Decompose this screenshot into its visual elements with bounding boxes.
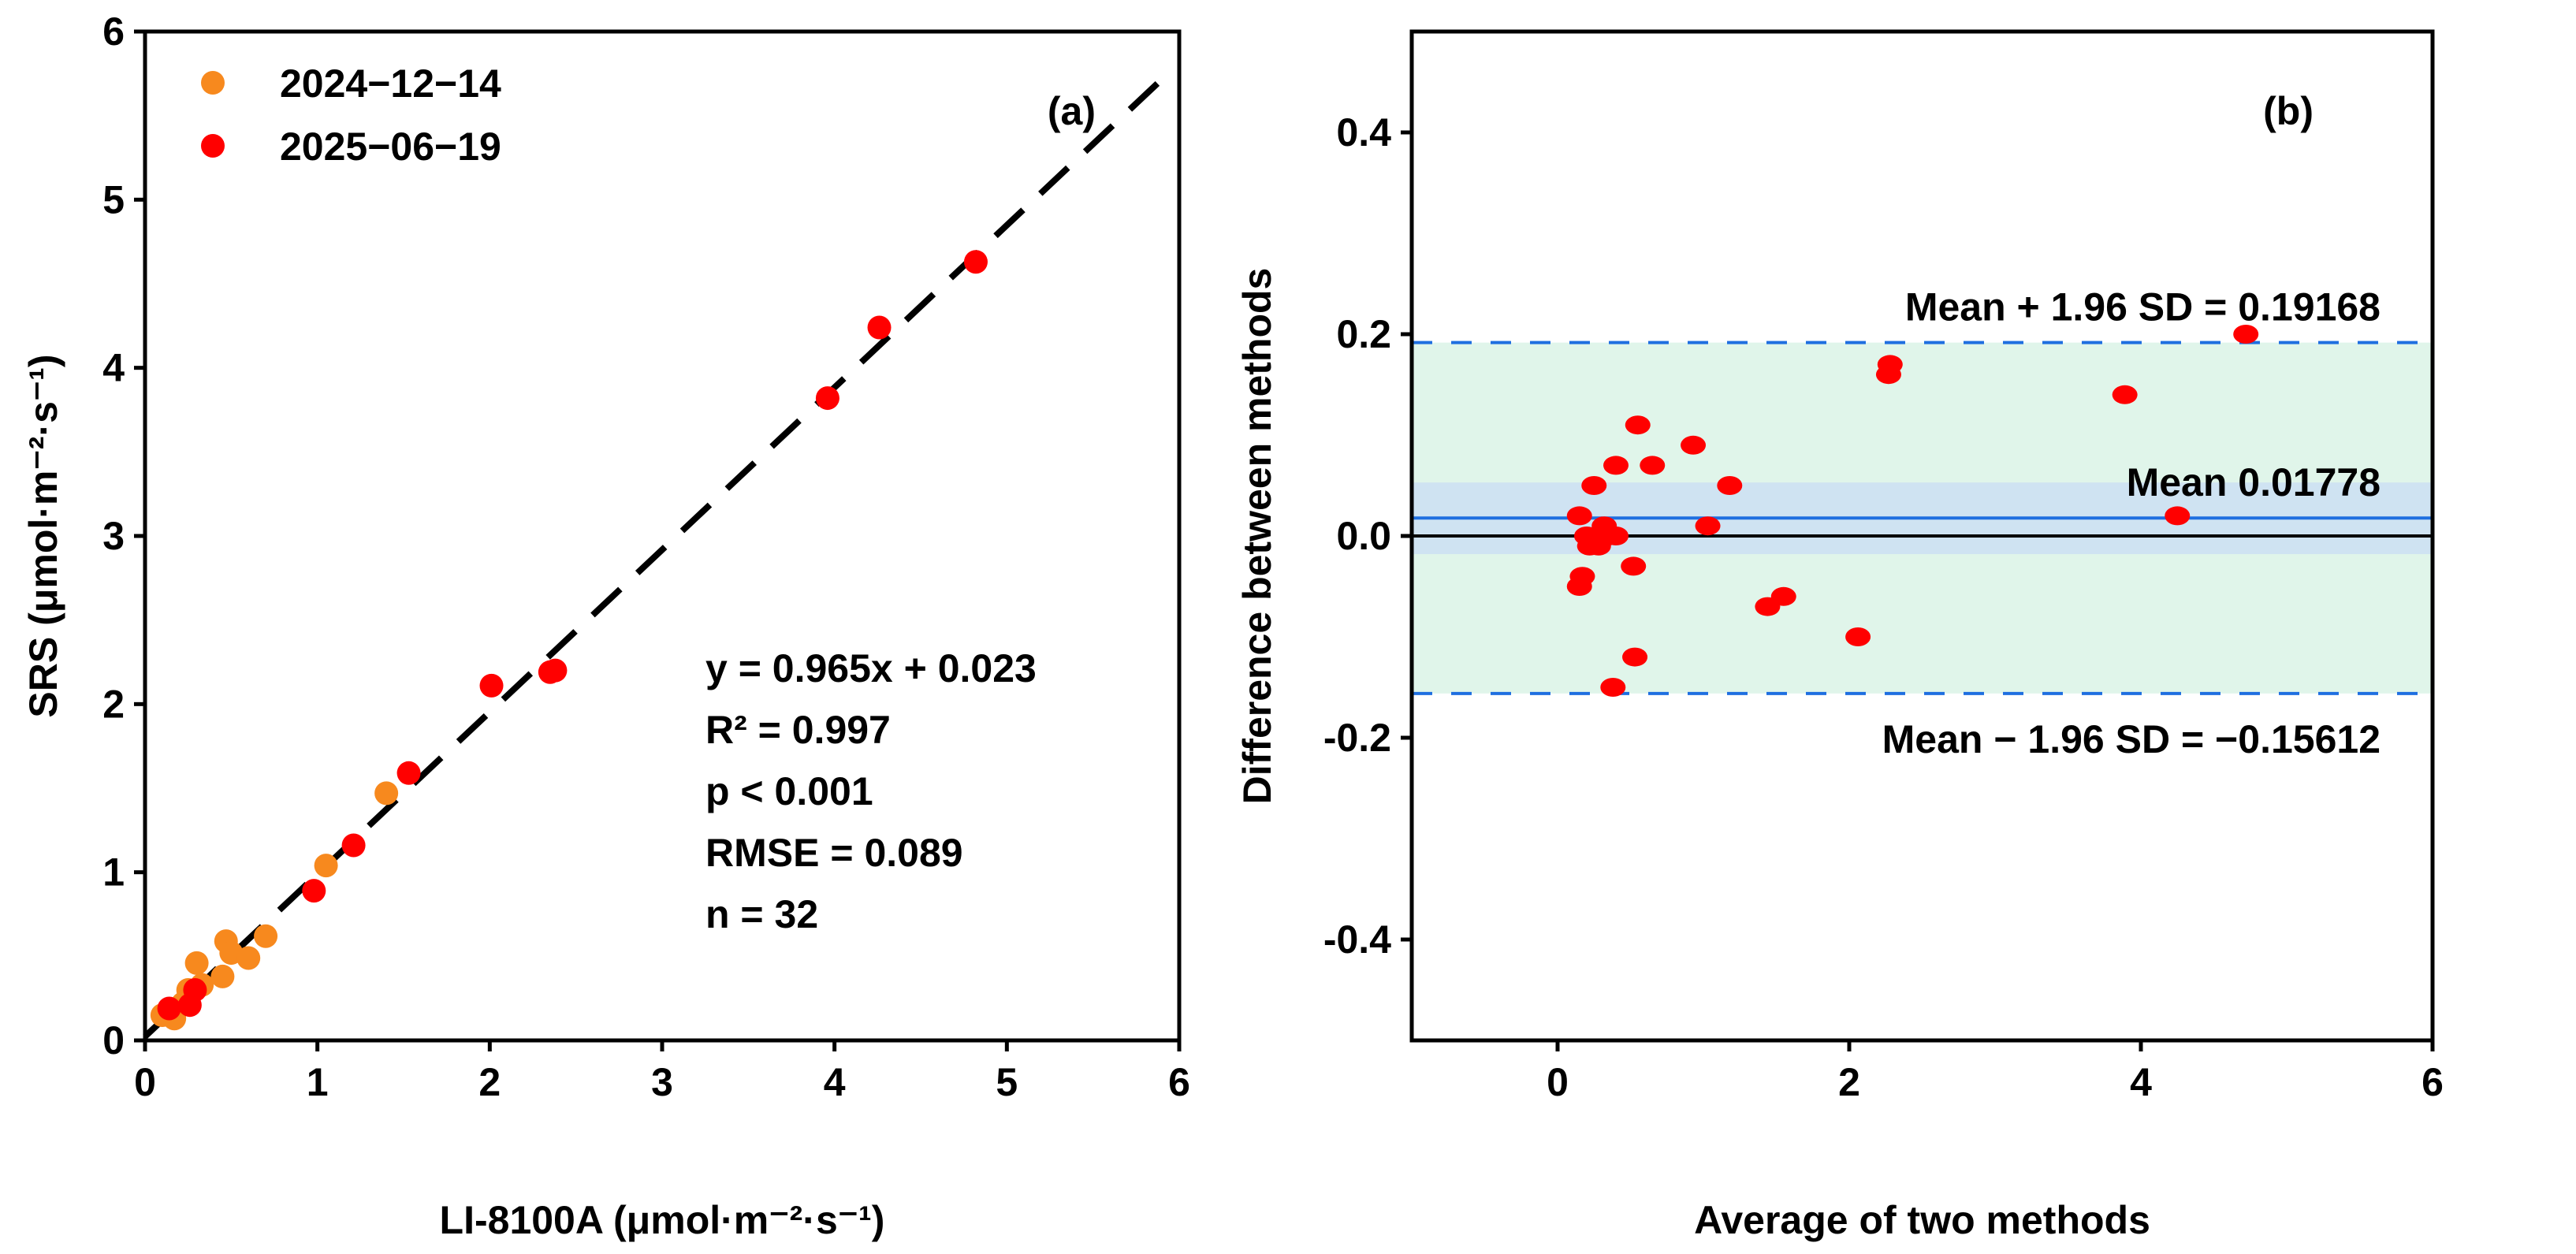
legend-label: 2025−06−19: [280, 125, 501, 169]
x-axis-label: LI-8100A (μmol·m⁻²·s⁻¹): [440, 1198, 885, 1242]
data-point-2024: [184, 951, 209, 975]
data-point: [1569, 567, 1595, 586]
panel-label: (a): [1048, 89, 1096, 133]
x-tick-label: 4: [824, 1060, 846, 1104]
data-point: [1603, 527, 1629, 545]
panel-a: 0 1 2 3 4 5 6 0 1 2 3 4 5 6 LI-8100A (μmol·m⁻²·s⁻¹) SRS…: [21, 9, 1190, 1242]
data-point-2024: [210, 964, 235, 988]
x-tick-label: 3: [651, 1060, 673, 1104]
y-tick-label: 0.0: [1336, 514, 1391, 558]
data-point: [1621, 556, 1647, 576]
data-point-2025: [396, 761, 421, 785]
data-point-2025: [341, 833, 366, 858]
x-tick-label: 2: [1838, 1060, 1860, 1104]
data-point: [1566, 506, 1592, 526]
y-axis-label: SRS (μmol·m⁻²·s⁻¹): [21, 354, 65, 717]
y-tick-label: 4: [102, 346, 125, 390]
mean-label: Mean 0.01778: [2127, 460, 2381, 504]
data-point-2025: [302, 879, 326, 903]
data-point: [1845, 627, 1871, 646]
data-point-2025: [815, 386, 839, 411]
x-tick-label: 1: [307, 1060, 329, 1104]
x-tick-label: 6: [1168, 1060, 1190, 1104]
y-tick-label: 1: [102, 850, 125, 895]
data-point-2025: [543, 658, 568, 683]
x-tick-label: 0: [1547, 1060, 1569, 1104]
y-tick-label: 2: [102, 682, 125, 726]
data-point: [1622, 647, 1648, 667]
data-point: [1600, 678, 1626, 697]
x-axis-label: Average of two methods: [1694, 1198, 2150, 1242]
y-axis-label: Difference between methods: [1235, 268, 1279, 805]
x-tick-label: 0: [134, 1060, 156, 1104]
upper-loa-label: Mean + 1.96 SD = 0.19168: [1905, 285, 2381, 329]
y-tick-label: 5: [102, 177, 125, 221]
data-point: [1681, 435, 1707, 455]
stat-annotation: R² = 0.997: [705, 708, 891, 752]
data-point-2025: [157, 996, 181, 1021]
y-tick-label: 0: [102, 1018, 125, 1062]
data-point-2024: [254, 924, 278, 948]
stat-annotation: p < 0.001: [705, 769, 873, 813]
y-tick-label: 6: [102, 9, 125, 54]
x-tick-label: 2: [478, 1060, 501, 1104]
data-point-2024: [236, 946, 261, 970]
data-point-2025: [183, 978, 207, 1002]
legend-marker: [201, 134, 225, 158]
x-tick-label: 4: [2130, 1060, 2152, 1104]
data-point: [2233, 325, 2259, 344]
data-point: [1695, 516, 1721, 536]
panel-label: (b): [2263, 89, 2314, 133]
data-point: [2112, 385, 2138, 404]
data-point-2025: [963, 250, 988, 274]
panel-b: 0 2 4 6 -0.4 -0.2 0.0 0.2 0.4 Average of two meth…: [1235, 29, 2444, 1242]
y-tick-label: -0.4: [1323, 917, 1391, 962]
y-tick-label: 0.2: [1336, 312, 1391, 356]
fit-line: [143, 75, 1167, 1040]
x-tick-label: 5: [996, 1060, 1018, 1104]
data-point: [1581, 476, 1607, 495]
data-point-2025: [479, 673, 504, 698]
data-point-2025: [867, 315, 892, 340]
data-point: [1640, 456, 1666, 475]
x-tick-label: 6: [2422, 1060, 2444, 1104]
data-point: [2165, 506, 2191, 526]
data-point-2024: [314, 854, 338, 878]
y-tick-label: -0.2: [1323, 716, 1391, 760]
y-tick-label: 3: [102, 514, 125, 558]
data-point: [1717, 476, 1743, 495]
legend-marker: [201, 71, 225, 95]
stat-annotation: y = 0.965x + 0.023: [705, 646, 1037, 690]
data-point: [1877, 355, 1903, 374]
data-point: [1603, 456, 1629, 475]
data-point: [1625, 415, 1651, 435]
legend-label: 2024−12−14: [280, 61, 501, 106]
data-point-2024: [374, 781, 399, 806]
data-point: [1770, 586, 1796, 606]
y-tick-label: 0.4: [1336, 110, 1391, 154]
stat-annotation: n = 32: [705, 892, 818, 936]
stat-annotation: RMSE = 0.089: [705, 831, 963, 875]
lower-loa-label: Mean − 1.96 SD = −0.15612: [1882, 717, 2381, 761]
